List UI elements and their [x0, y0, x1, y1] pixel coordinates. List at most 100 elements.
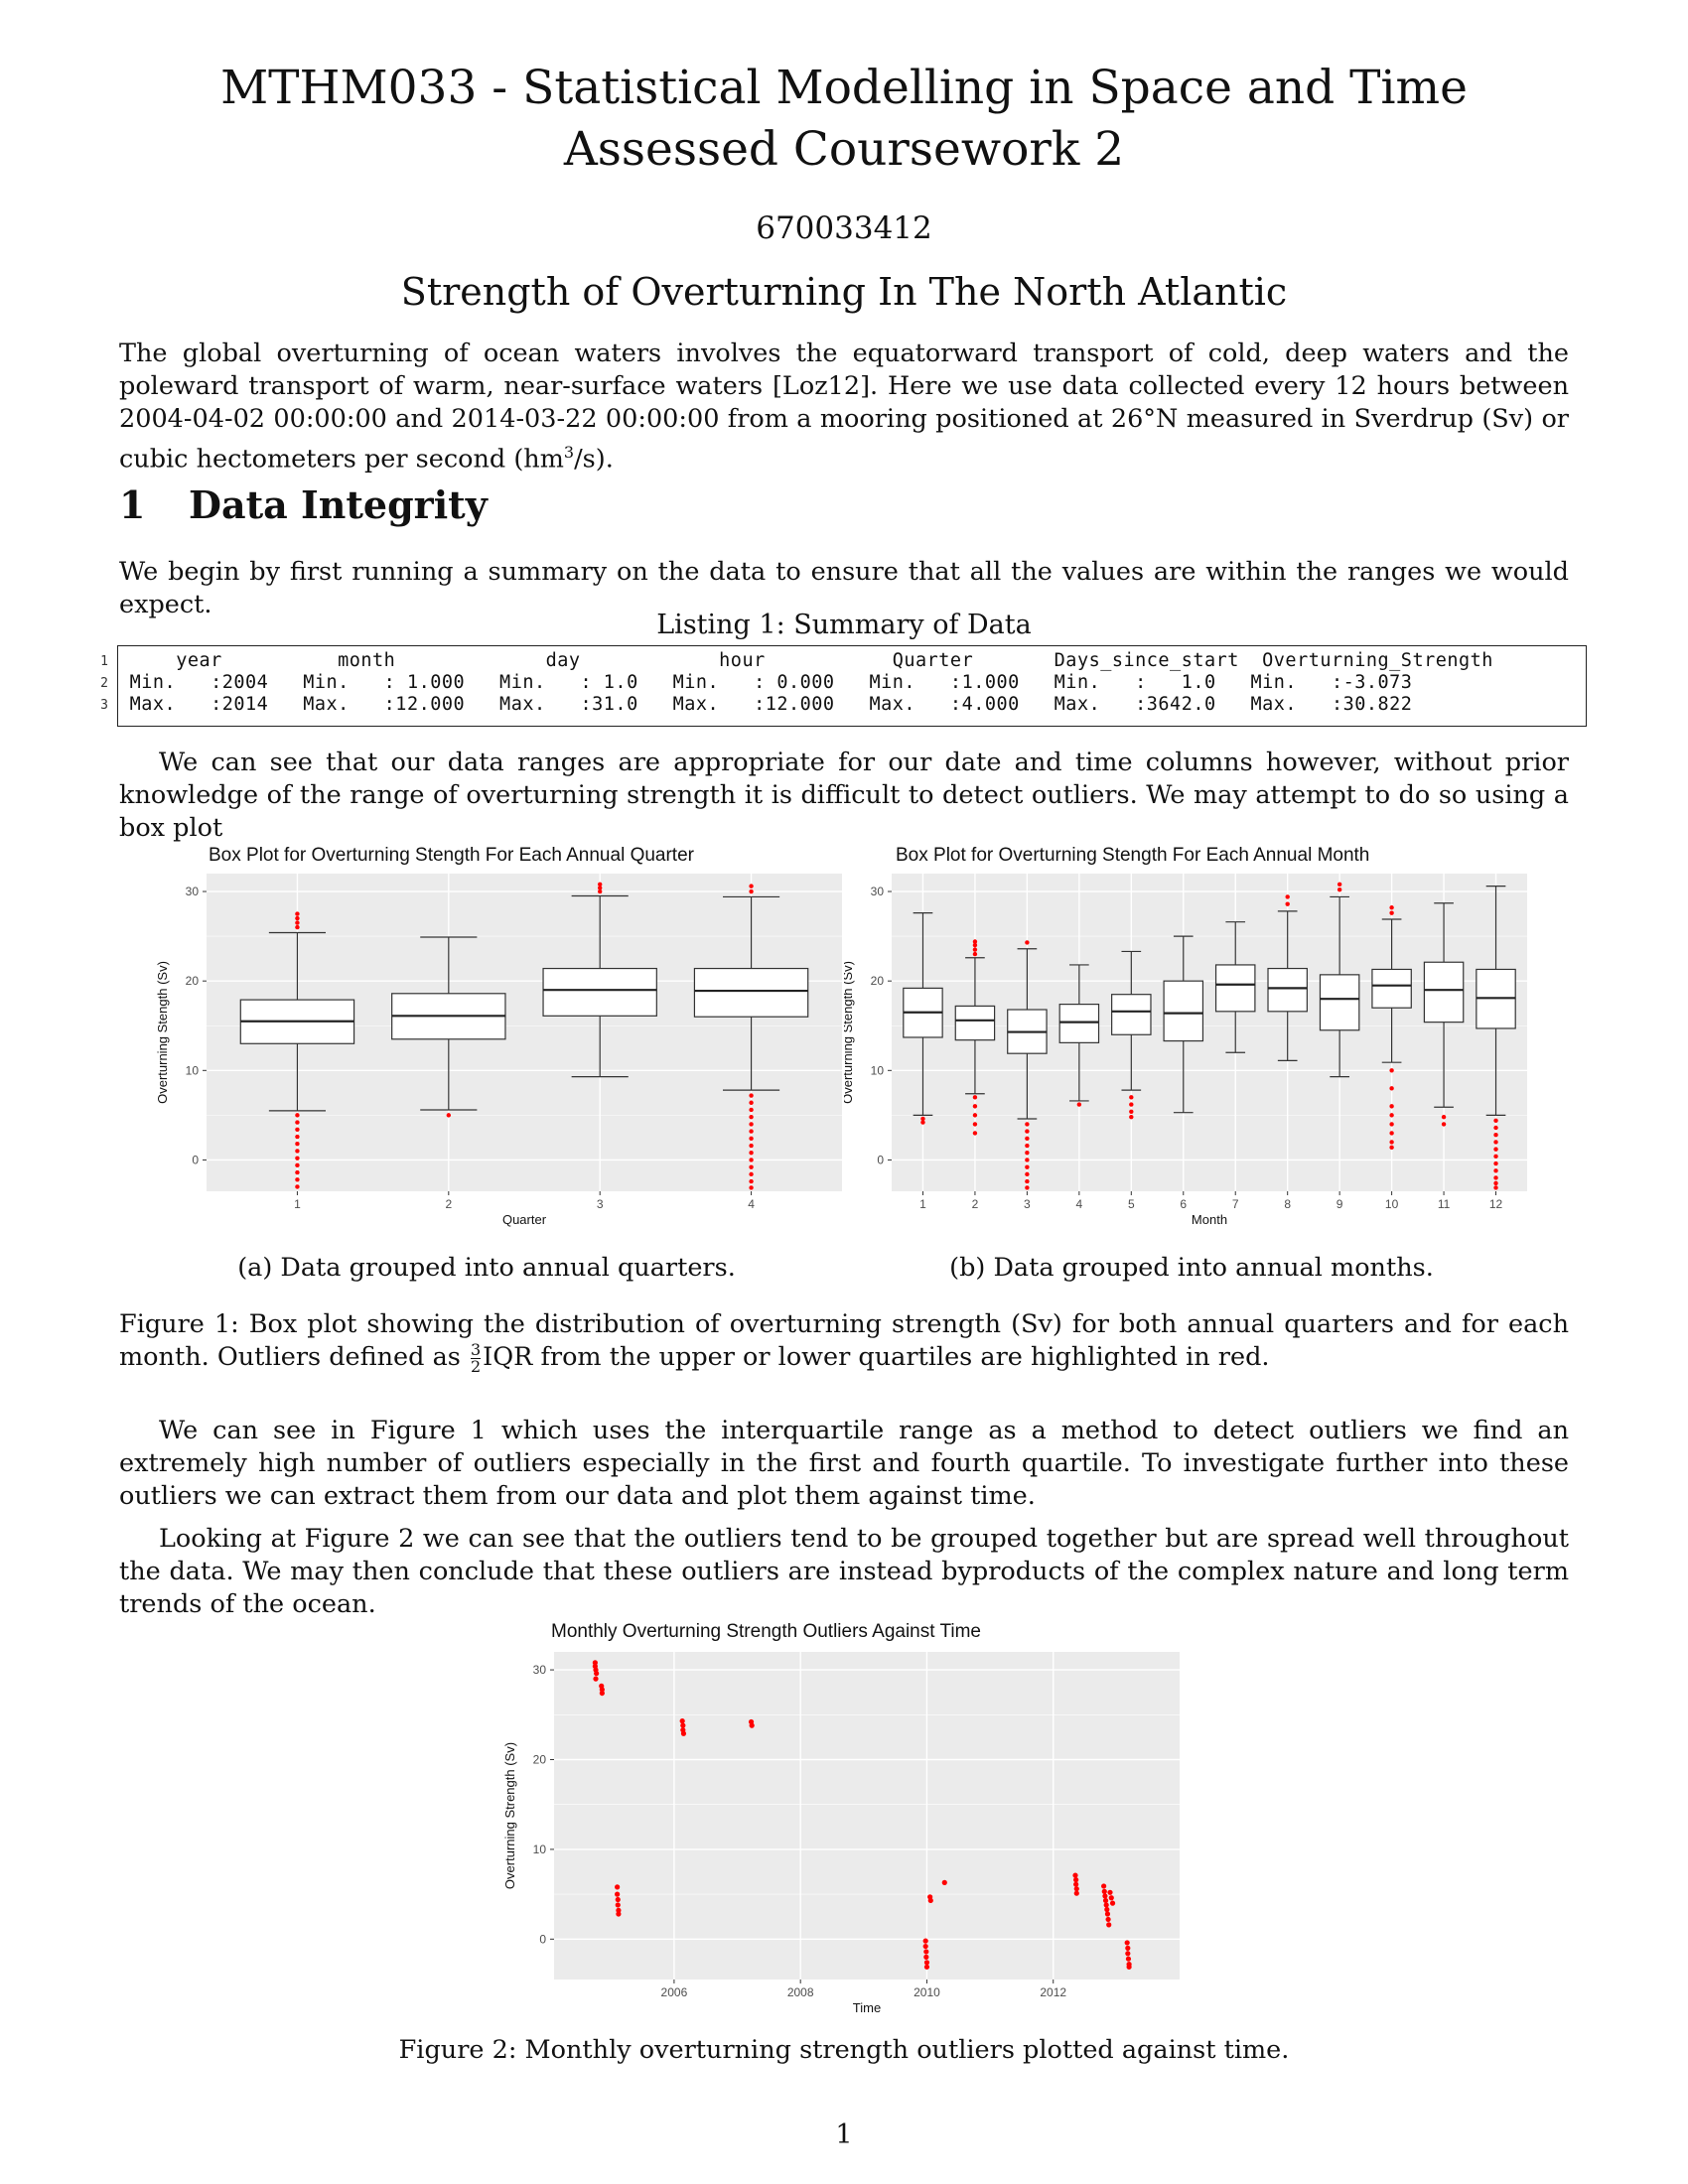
outlier-point — [941, 1879, 947, 1885]
y-tick-label: 20 — [186, 974, 200, 988]
outlier-point — [749, 888, 754, 894]
outlier-point — [1104, 1906, 1110, 1913]
outlier-point — [1493, 1125, 1498, 1131]
outlier-point — [1102, 1893, 1108, 1899]
outlier-point — [749, 1129, 754, 1134]
outlier-point — [1102, 1897, 1109, 1904]
outlier-point — [446, 1113, 452, 1118]
y-tick-label: 20 — [533, 1752, 547, 1766]
outlier-point — [295, 1127, 300, 1133]
plot-panel — [892, 874, 1527, 1191]
code-listing: 1 year month day hour Quarter Days_since… — [100, 645, 1587, 727]
title-line-1: MTHM033 - Statistical Modelling in Space… — [220, 61, 1468, 115]
outlier-point — [922, 1943, 928, 1950]
outlier-point — [1493, 1154, 1498, 1160]
fraction-denominator: 2 — [470, 1356, 482, 1376]
box — [1058, 1004, 1100, 1043]
intro-superscript: 3 — [563, 443, 575, 462]
outlier-point — [1124, 1940, 1130, 1946]
outlier-point — [1493, 1147, 1498, 1152]
outlier-point — [1103, 1902, 1109, 1908]
outlier-point — [923, 1949, 929, 1955]
outlier-point — [749, 884, 754, 888]
outlier-point — [1129, 1102, 1134, 1107]
section-title: Data Integrity — [189, 482, 488, 527]
y-axis-label: Overturning Stength (Sv) — [155, 961, 170, 1104]
x-tick-label: 4 — [748, 1197, 755, 1211]
outlier-point — [1105, 1916, 1111, 1923]
outlier-point — [594, 1671, 600, 1677]
document-title: MTHM033 - Statistical Modelling in Space… — [0, 58, 1688, 181]
outlier-point — [680, 1730, 687, 1736]
x-tick-label: 12 — [1489, 1197, 1503, 1211]
outlier-point — [749, 1107, 754, 1113]
student-id: 670033412 — [756, 210, 932, 246]
outlier-point — [1073, 1886, 1079, 1892]
outlier-point — [749, 1136, 754, 1142]
outlier-point — [295, 1113, 300, 1118]
listing-line: Min. :2004 Min. : 1.000 Min. : 1.0 Min. … — [118, 672, 1413, 693]
y-tick-label: 0 — [192, 1153, 199, 1166]
outlier-point — [1073, 1890, 1079, 1896]
outlier-point — [749, 1722, 755, 1728]
figure-1a-caption: (a) Data grouped into annual quarters. — [237, 1253, 736, 1283]
intro-text: The global overturning of ocean waters i… — [119, 339, 1569, 475]
x-tick-label: 10 — [1385, 1197, 1399, 1211]
x-tick-label: 7 — [1232, 1197, 1239, 1211]
section-number: 1 — [119, 482, 146, 527]
outlier-point — [1025, 1158, 1030, 1162]
outlier-point — [1025, 940, 1030, 945]
outlier-point — [749, 1151, 754, 1156]
outlier-point — [1441, 1122, 1447, 1127]
outlier-point — [923, 1954, 929, 1960]
intro-paragraph: The global overturning of ocean waters i… — [119, 338, 1569, 477]
outlier-point — [972, 947, 978, 952]
outlier-point — [1125, 1956, 1132, 1962]
outlier-point — [1108, 1895, 1114, 1901]
box — [1319, 974, 1360, 1031]
outlier-point — [680, 1722, 686, 1728]
outlier-point — [1389, 1068, 1394, 1073]
outlier-point — [1101, 1883, 1107, 1889]
x-tick-label: 2 — [972, 1197, 979, 1211]
x-axis-label: Time — [853, 2000, 881, 2015]
outlier-point — [616, 1907, 622, 1913]
outlier-point — [927, 1897, 933, 1904]
outlier-point — [972, 942, 978, 948]
outlier-point — [1109, 1900, 1116, 1906]
chart-title: Monthly Overturning Strength Outliers Ag… — [551, 1621, 981, 1642]
outlier-point — [972, 1095, 978, 1100]
y-tick-label: 30 — [533, 1663, 547, 1677]
outlier-point — [615, 1884, 621, 1890]
figure-2-caption: Figure 2: Monthly overturning strength o… — [398, 2035, 1290, 2065]
box — [1371, 968, 1412, 1009]
outlier-point — [972, 1113, 978, 1118]
x-tick-label: 8 — [1284, 1197, 1291, 1211]
outlier-point — [1107, 1889, 1113, 1895]
outlier-point — [923, 1960, 930, 1966]
outlier-point — [1025, 1143, 1030, 1149]
figure-1-caption: Figure 1: Box plot showing the distribut… — [119, 1308, 1569, 1375]
outlier-point — [1493, 1168, 1498, 1173]
outlier-point — [1025, 1129, 1030, 1134]
outlier-point — [749, 1185, 754, 1190]
outlier-point — [1493, 1133, 1498, 1138]
outlier-point — [749, 1171, 754, 1177]
box — [693, 967, 809, 1018]
outlier-point — [1493, 1140, 1498, 1145]
outlier-point — [295, 1177, 300, 1182]
chart-title: Box Plot for Overturning Stength For Eac… — [896, 845, 1369, 866]
outlier-point — [972, 939, 978, 944]
outlier-point — [615, 1891, 621, 1897]
x-axis-label: Quarter — [502, 1212, 547, 1227]
fraction-numerator: 3 — [470, 1339, 482, 1359]
y-tick-label: 0 — [877, 1153, 884, 1166]
box — [954, 1005, 996, 1041]
x-axis-label: Month — [1192, 1212, 1227, 1227]
outlier-point — [1072, 1872, 1078, 1878]
section-paragraph-2: We can see that our data ranges are appr… — [119, 748, 1569, 843]
outlier-point — [1073, 1881, 1079, 1887]
outlier-point — [295, 1156, 300, 1160]
outlier-point — [749, 1164, 754, 1169]
outlier-point — [1025, 1185, 1030, 1190]
